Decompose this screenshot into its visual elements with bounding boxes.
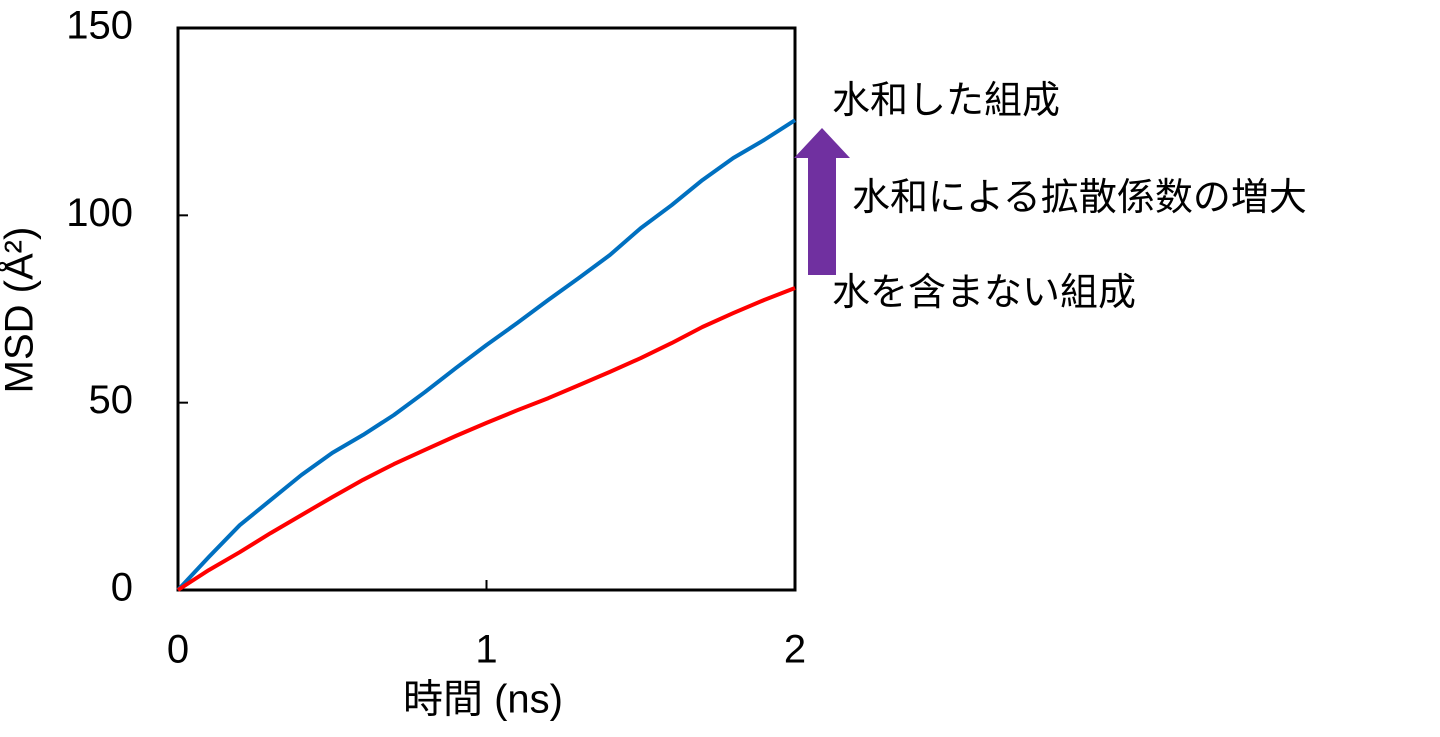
series-line xyxy=(176,118,797,592)
x-tick-label: 0 xyxy=(167,628,189,672)
series-line xyxy=(176,286,796,592)
plot-frame xyxy=(176,26,797,592)
arrow-shaft xyxy=(808,155,836,275)
series-label: 水和した組成 xyxy=(832,80,1060,122)
y-tick-label: 50 xyxy=(89,378,134,422)
series-label: 水を含まない組成 xyxy=(832,272,1136,314)
y-tick-label: 0 xyxy=(111,566,133,610)
arrow-head xyxy=(794,128,850,158)
x-tick-label: 2 xyxy=(784,628,806,672)
x-axis-label: 時間 (ns) xyxy=(403,678,563,722)
y-tick-label: 100 xyxy=(66,191,133,235)
y-axis-label: MSD (Å²) xyxy=(0,227,42,394)
y-tick-label: 150 xyxy=(66,4,133,48)
annotation: 水和による拡散係数の増大 xyxy=(852,177,1307,219)
x-tick-label: 1 xyxy=(475,628,497,672)
